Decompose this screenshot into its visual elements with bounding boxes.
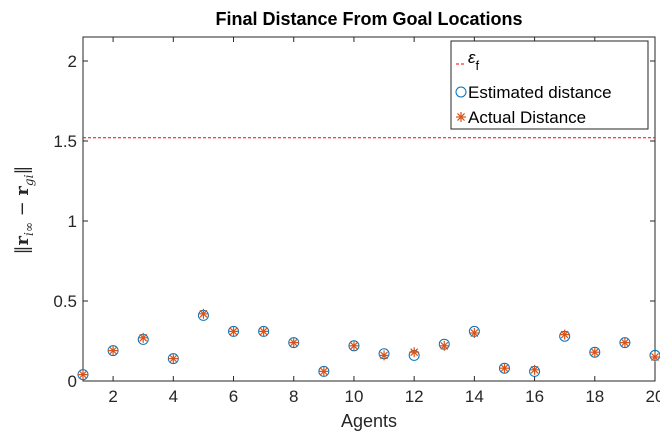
y-axis-label: ‖ri∞ − rgi‖ <box>12 166 36 255</box>
x-tick-label: 4 <box>169 387 178 406</box>
actual-point <box>469 328 480 338</box>
actual-point <box>348 340 359 351</box>
y-tick-label: 0 <box>68 372 77 391</box>
legend-actual-label: Actual Distance <box>468 108 586 127</box>
actual-point <box>138 332 149 343</box>
actual-point <box>228 326 239 337</box>
actual-point <box>409 347 420 358</box>
x-axis-label: Agents <box>341 411 397 431</box>
legend-estimated-label: Estimated distance <box>468 83 612 102</box>
actual-point <box>108 345 119 356</box>
legend-box <box>450 40 649 130</box>
actual-point <box>78 369 88 380</box>
chart-title: Final Distance From Goal Locations <box>215 9 522 29</box>
legend-actual-asterisk <box>456 112 466 122</box>
x-tick-label: 10 <box>344 387 363 406</box>
x-tick-label: 8 <box>289 387 298 406</box>
actual-point <box>168 353 179 364</box>
x-tick-label: 14 <box>465 387 484 406</box>
x-tick-label: 12 <box>405 387 424 406</box>
x-tick-label: 2 <box>108 387 117 406</box>
actual-point <box>379 350 390 361</box>
y-tick-label: 2 <box>68 52 77 71</box>
actual-point <box>288 337 299 348</box>
y-tick-label: 0.5 <box>53 292 77 311</box>
legend: εf Estimated distance Actual Distance <box>450 40 649 130</box>
actual-point <box>529 364 540 375</box>
actual-point <box>439 340 450 351</box>
legend-threshold-label: εf <box>468 48 479 73</box>
actual-point <box>258 326 269 337</box>
x-tick-label: 18 <box>585 387 604 406</box>
x-tick-label: 20 <box>646 387 660 406</box>
plot-area <box>82 36 656 382</box>
y-tick-label: 1 <box>68 212 77 231</box>
svg-text:‖ri∞ − rgi‖: ‖ri∞ − rgi‖ <box>12 166 36 255</box>
x-tick-label: 16 <box>525 387 544 406</box>
axis-ticks: 2 4 6 8 10 12 14 16 18 20 0 0.5 1 1.5 2 <box>53 37 660 406</box>
actual-point <box>559 329 570 340</box>
actual-point <box>198 308 209 319</box>
actual-point <box>499 363 510 374</box>
actual-point <box>589 347 600 358</box>
actual-point <box>650 352 660 362</box>
x-tick-label: 6 <box>229 387 238 406</box>
data-points <box>77 308 660 381</box>
y-tick-label: 1.5 <box>53 132 77 151</box>
legend-estimated-marker <box>455 86 467 98</box>
actual-point <box>619 337 630 348</box>
actual-point <box>318 366 329 377</box>
legend-actual-marker <box>456 112 466 122</box>
